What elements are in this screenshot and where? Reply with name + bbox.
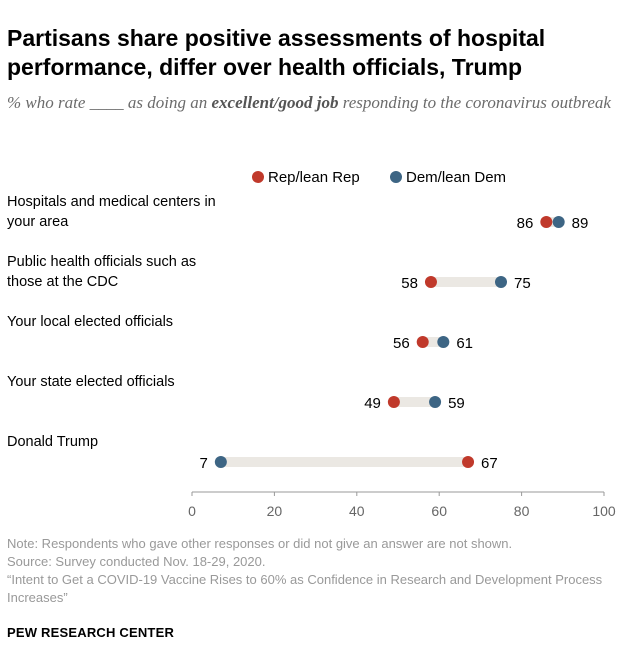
category-label: Donald Trump (7, 434, 98, 450)
category-label: Your state elected officials (7, 374, 175, 390)
x-tick-label: 40 (349, 503, 365, 519)
dem-value-label: 59 (448, 395, 465, 412)
rep-dot (462, 456, 475, 468)
dem-dot (214, 456, 227, 468)
rep-value-label: 86 (517, 215, 534, 232)
source-text: Source: Survey conducted Nov. 18-29, 202… (7, 554, 266, 569)
dot-plot: Rep/lean Rep Dem/lean Dem Hospitals and m… (7, 169, 616, 519)
x-tick-label: 80 (514, 503, 530, 519)
dem-dot (437, 336, 450, 348)
note-text: Note: Respondents who gave other respons… (7, 536, 513, 551)
chart-subtitle: % who rate ____ as doing an excellent/go… (7, 92, 627, 114)
legend: Rep/lean Rep Dem/lean Dem (252, 169, 506, 186)
dem-dot (429, 396, 442, 408)
report-title: “Intent to Get a COVID-19 Vaccine Rises … (7, 572, 603, 605)
chart-rows: Hospitals and medical centers in your are… (7, 194, 588, 472)
dem-value-label: 7 (199, 455, 207, 472)
pew-logo-text: PEW RESEARCH CENTER (7, 625, 175, 640)
row-4: Your state elected officials 49 59 (7, 374, 465, 412)
legend-label-dem: Dem/lean Dem (406, 169, 506, 186)
row-1: Hospitals and medical centers in your are… (7, 194, 588, 232)
x-tick-label: 60 (431, 503, 447, 519)
row-5: Donald Trump 7 67 (7, 434, 498, 472)
legend-label-rep: Rep/lean Rep (268, 169, 360, 186)
dem-dot (552, 216, 565, 228)
category-label: Your local elected officials (7, 314, 173, 330)
rep-value-label: 67 (481, 455, 498, 472)
subtitle-suffix: responding to the coronavirus outbreak (338, 93, 611, 112)
rep-dot (540, 216, 553, 228)
dem-value-label: 89 (572, 215, 589, 232)
dem-value-label: 75 (514, 275, 531, 292)
row-3: Your local elected officials 56 61 (7, 314, 473, 352)
x-axis: 0 20 40 60 80 100 (188, 491, 616, 519)
rep-dot (387, 396, 400, 408)
dem-value-label: 61 (456, 335, 473, 352)
category-label: your area (7, 214, 69, 230)
subtitle-prefix: % who rate ____ as doing an (7, 93, 212, 112)
chart-title: Partisans share positive assessments of … (7, 25, 546, 80)
category-label: Public health officials such as (7, 254, 196, 270)
rep-value-label: 49 (364, 395, 381, 412)
rep-dot (424, 276, 437, 288)
x-tick-label: 20 (267, 503, 283, 519)
row-2: Public health officials such as those at … (7, 254, 531, 292)
dem-dot (495, 276, 507, 288)
rep-value-label: 58 (401, 275, 418, 292)
category-label: those at the CDC (7, 274, 118, 290)
x-tick-label: 0 (188, 503, 196, 519)
category-label: Hospitals and medical centers in (7, 194, 216, 210)
x-tick-label: 100 (592, 503, 616, 519)
legend-marker-rep (252, 171, 264, 183)
rep-dot (416, 336, 429, 348)
notes: Note: Respondents who gave other respons… (7, 535, 632, 607)
rep-value-label: 56 (393, 335, 410, 352)
subtitle-emphasis: excellent/good job (211, 93, 339, 112)
legend-marker-dem (390, 171, 402, 183)
